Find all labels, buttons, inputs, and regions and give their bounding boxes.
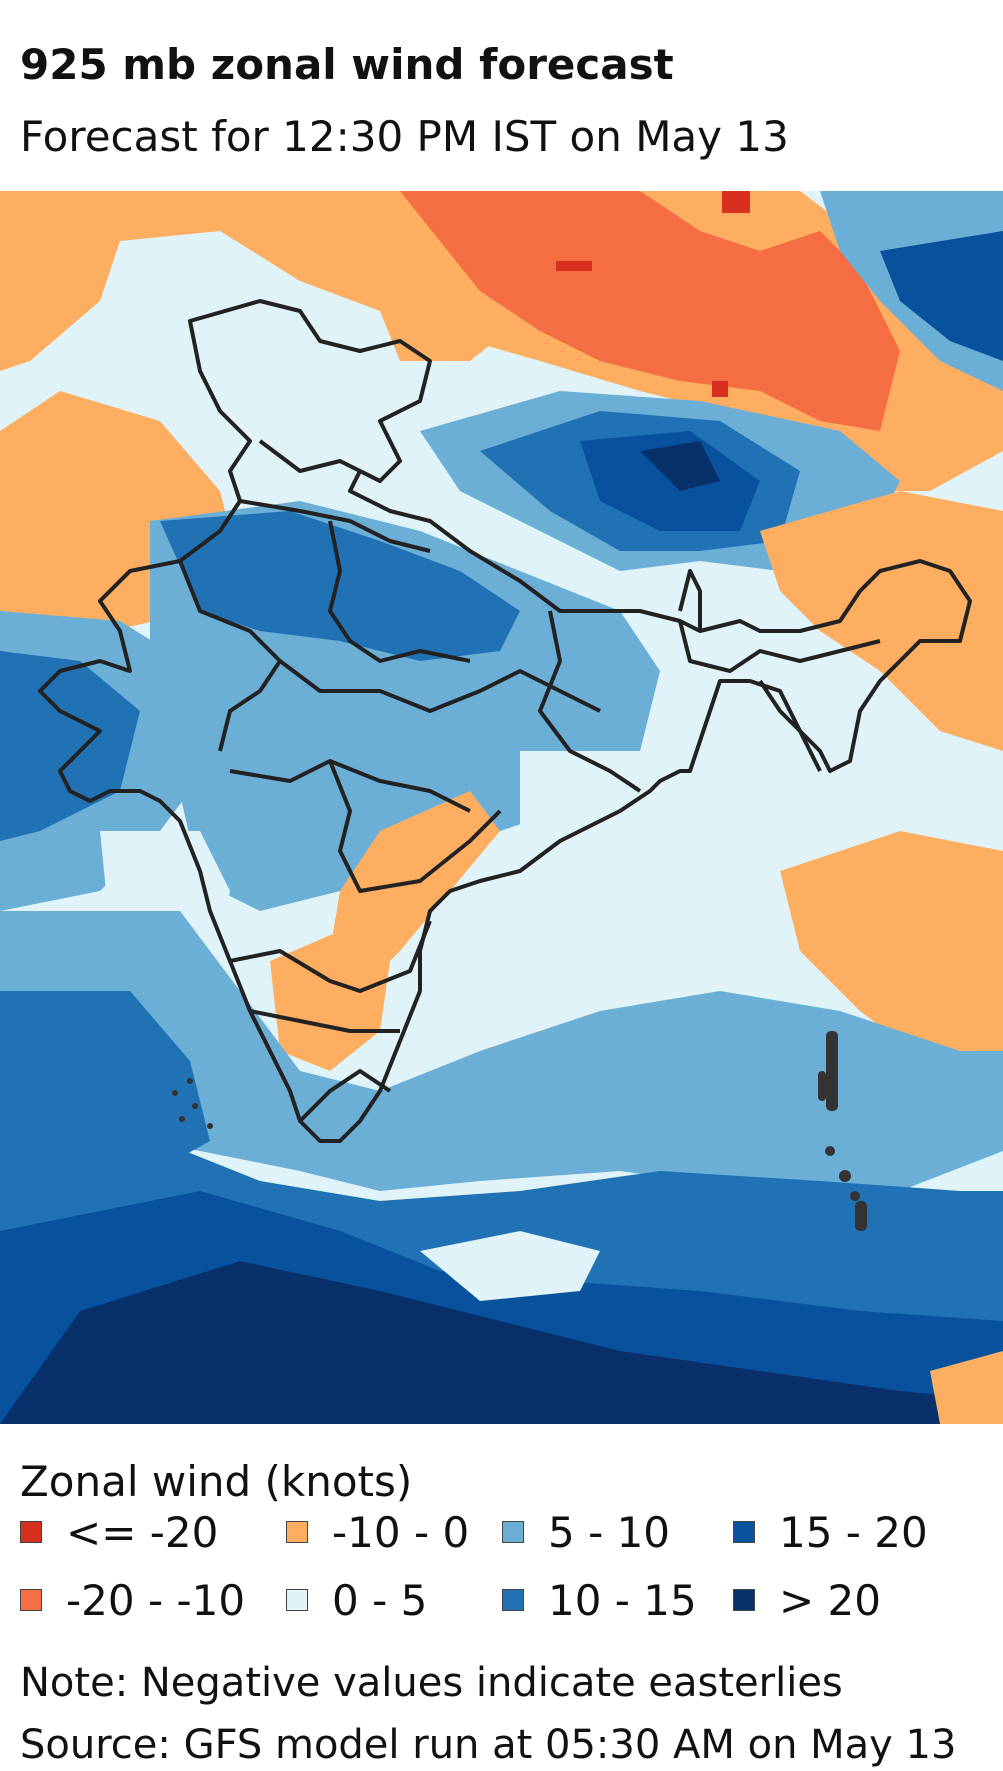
- legend-swatch: [20, 1521, 42, 1543]
- nicobar-island: [839, 1170, 851, 1182]
- lakshadweep-island: [179, 1116, 185, 1122]
- source-text: Source: GFS model run at 05:30 AM on May…: [20, 1722, 957, 1768]
- legend-item: 10 - 15: [502, 1575, 697, 1625]
- map-title: 925 mb zonal wind forecast: [20, 40, 674, 89]
- india-outline: [38, 299, 972, 1143]
- state-boundary: [758, 679, 822, 772]
- wind-region: [640, 441, 720, 491]
- wind-region: [722, 191, 750, 213]
- wind-region: [420, 1231, 600, 1301]
- andaman-islands: [818, 1071, 826, 1101]
- lakshadweep-island: [187, 1078, 193, 1084]
- legend-label: 10 - 15: [548, 1575, 697, 1625]
- state-boundary: [229, 920, 432, 993]
- map-subtitle: Forecast for 12:30 PM IST on May 13: [20, 112, 789, 161]
- wind-region: [330, 791, 500, 991]
- legend-swatch: [733, 1521, 755, 1543]
- state-boundary: [328, 760, 502, 893]
- wind-region: [556, 261, 592, 271]
- legend-label: 15 - 20: [779, 1507, 928, 1557]
- wind-region: [400, 191, 900, 431]
- state-boundary: [328, 520, 471, 663]
- wind-region: [270, 931, 390, 1071]
- legend-label: <= -20: [66, 1507, 219, 1557]
- wind-region: [760, 491, 1003, 751]
- wind-region: [780, 831, 1003, 1071]
- lakshadweep-island: [192, 1103, 198, 1109]
- state-boundary: [278, 659, 601, 713]
- state-boundary: [258, 439, 381, 483]
- wind-region: [880, 231, 1003, 361]
- lakshadweep-island: [207, 1123, 213, 1129]
- legend-swatch: [20, 1589, 42, 1611]
- nicobar-island: [825, 1146, 835, 1156]
- state-boundary: [239, 499, 431, 553]
- legend-swatch: [733, 1589, 755, 1611]
- state-boundary: [678, 620, 881, 673]
- wind-map: [0, 191, 1003, 1424]
- legend-label: 5 - 10: [548, 1507, 671, 1557]
- legend-swatch: [502, 1521, 524, 1543]
- state-boundary: [678, 569, 702, 631]
- wind-region: [160, 511, 520, 661]
- wind-field: [0, 191, 1003, 1424]
- legend-label: -10 - 0: [332, 1507, 470, 1557]
- state-boundary: [298, 1069, 392, 1123]
- lakshadweep-island: [172, 1090, 178, 1096]
- legend-swatch: [286, 1589, 308, 1611]
- note-text: Note: Negative values indicate easterlie…: [20, 1660, 843, 1706]
- wind-region: [712, 381, 728, 397]
- legend-item: -10 - 0: [286, 1507, 470, 1557]
- legend-label: 0 - 5: [332, 1575, 428, 1625]
- legend-label: > 20: [779, 1575, 881, 1625]
- wind-region: [0, 191, 520, 371]
- wind-region: [0, 1261, 1003, 1424]
- legend-item: 5 - 10: [502, 1507, 671, 1557]
- legend-swatch: [502, 1589, 524, 1611]
- wind-region: [0, 911, 1003, 1191]
- legend-swatch: [286, 1521, 308, 1543]
- legend-item: -20 - -10: [20, 1575, 246, 1625]
- wind-map-svg: [0, 191, 1003, 1424]
- nicobar-island: [855, 1201, 867, 1231]
- state-boundary: [538, 610, 642, 793]
- nicobar-island: [850, 1191, 860, 1201]
- wind-region: [930, 1351, 1003, 1424]
- legend-item: 15 - 20: [733, 1507, 928, 1557]
- state-boundary: [229, 759, 471, 813]
- legend-item: <= -20: [20, 1507, 219, 1557]
- legend-title: Zonal wind (knots): [20, 1457, 413, 1506]
- islands: [172, 1031, 867, 1231]
- state-boundary: [249, 1009, 400, 1033]
- legend-label: -20 - -10: [66, 1575, 246, 1625]
- legend-item: > 20: [733, 1575, 881, 1625]
- country-border: [38, 299, 972, 1143]
- andaman-islands: [826, 1031, 838, 1111]
- legend-item: 0 - 5: [286, 1575, 428, 1625]
